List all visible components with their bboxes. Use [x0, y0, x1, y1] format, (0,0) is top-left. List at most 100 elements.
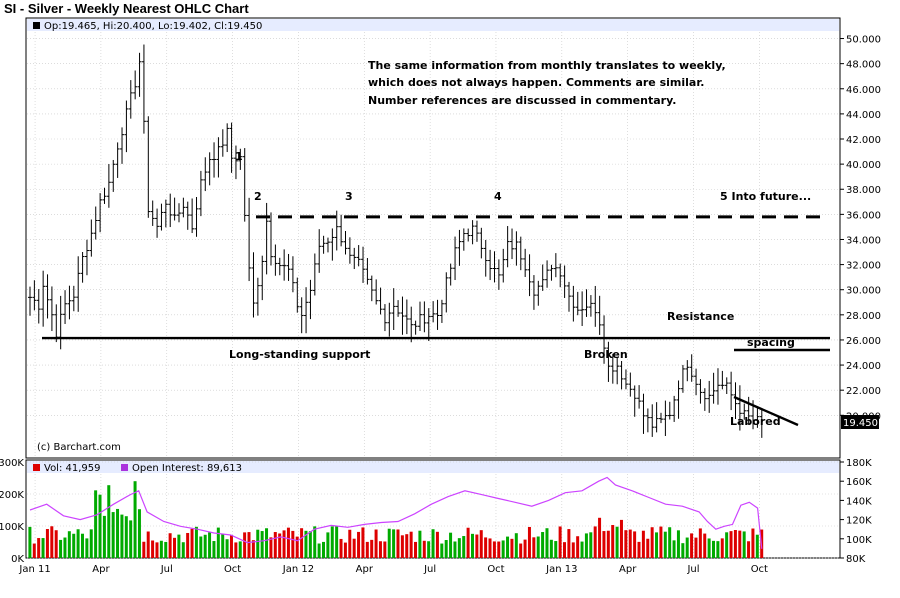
volume-bar [541, 532, 545, 558]
volume-bar [567, 529, 571, 558]
ohlc-bar [702, 388, 707, 411]
ohlc-bar [698, 379, 703, 404]
price-tick-label: 40.000 [846, 160, 881, 171]
price-tick-label: 30.000 [846, 286, 881, 297]
ohlc-bar [150, 200, 155, 226]
ohlc-bar [746, 396, 751, 425]
volume-bar [181, 542, 185, 558]
volume-bar [729, 531, 733, 558]
ohlc-bar [606, 341, 611, 382]
ohlc-bar [286, 253, 291, 281]
volume-bar [203, 534, 207, 558]
volume-bar [260, 531, 264, 558]
volume-bar [304, 530, 308, 558]
volume-bar [725, 532, 729, 558]
volume-bar [278, 533, 282, 558]
ohlc-bar [255, 277, 260, 316]
readout-marker [33, 22, 40, 29]
volume-bar [94, 490, 98, 558]
volume-bar [532, 537, 536, 558]
volume-tick-label: 300K [0, 458, 24, 469]
ohlc-bar [724, 377, 729, 395]
ohlc-bar [273, 244, 278, 276]
volume-bar [269, 537, 273, 558]
volume-bar [444, 540, 448, 558]
volume-bar [177, 534, 181, 558]
volume-bar [589, 532, 593, 558]
ohlc-bar [32, 280, 37, 311]
ohlc-bar [207, 152, 212, 186]
volume-bar [313, 526, 317, 558]
volume-bar [558, 526, 562, 558]
ohlc-bar [492, 251, 497, 283]
volume-bar [650, 527, 654, 558]
volume-bar [703, 533, 707, 558]
ohlc-bar [593, 285, 598, 327]
volume-bar [383, 541, 387, 558]
volume-bar [514, 533, 518, 558]
ohlc-bar [479, 227, 484, 259]
last-price-tag-bg [841, 415, 879, 429]
ohlc-bar [448, 263, 453, 286]
ohlc-bar [347, 237, 352, 264]
volume-bar [378, 541, 382, 558]
volume-bar [164, 541, 168, 558]
copyright: (c) Barchart.com [37, 442, 121, 453]
note-line-2: which does not always happen. Comments a… [368, 76, 704, 89]
ohlc-bar [93, 206, 98, 240]
volume-bar [593, 526, 597, 558]
volume-tick-label: 200K [0, 490, 24, 501]
ohlc-bar [181, 197, 186, 218]
volume-bar [67, 531, 71, 558]
volume-bar [317, 543, 321, 558]
ohlc-bar [523, 248, 528, 277]
volume-legend-swatch [33, 464, 40, 471]
volume-bar [85, 538, 89, 558]
vertical-gridlines [34, 32, 760, 457]
ohlc-bar [71, 285, 76, 312]
ohlc-bar [67, 285, 72, 320]
ohlc-readout: Op:19.465, Hi:20.400, Lo:19.402, Cl:19.4… [44, 21, 262, 32]
volume-bars [28, 481, 764, 558]
resistance-label: Resistance [667, 310, 734, 323]
ohlc-bar [28, 286, 32, 316]
ohlc-bar [41, 270, 46, 327]
volume-bar [510, 538, 514, 558]
volume-bar [563, 542, 567, 558]
price-tick-label: 34.000 [846, 235, 881, 246]
volume-bar [357, 531, 361, 558]
ohlc-bar [650, 404, 655, 437]
volume-bar [646, 538, 650, 558]
ohlc-bar [387, 302, 392, 337]
volume-bar [466, 527, 470, 558]
open-interest-line [29, 476, 763, 549]
volume-bar [751, 528, 755, 558]
volume-bar [124, 516, 128, 558]
ohlc-bar [378, 287, 383, 315]
volume-bar [59, 539, 63, 558]
price-tick-label: 28.000 [846, 311, 881, 322]
ohlc-bar [431, 301, 436, 323]
horizontal-gridlines [27, 38, 839, 416]
ohlc-bar [409, 306, 414, 343]
volume-bar [234, 542, 238, 558]
ohlc-bar [689, 354, 694, 382]
ohlc-bar [667, 401, 672, 420]
label-5: 5 Into future... [720, 190, 811, 203]
volume-bar [212, 541, 216, 558]
ohlc-bar [404, 299, 409, 335]
volume-bar [655, 532, 659, 558]
ohlc-bar [212, 142, 217, 178]
ohlc-bar [128, 80, 133, 119]
ohlc-bar [654, 402, 659, 433]
volume-bar [291, 530, 295, 558]
volume-bar [418, 530, 422, 558]
oi-tick-label: 100K [846, 535, 872, 546]
ohlc-bar [260, 255, 265, 301]
volume-bar [225, 539, 229, 558]
volume-bar [628, 529, 632, 558]
volume-bar [256, 529, 260, 558]
volume-bar [738, 530, 742, 558]
price-tick-label: 46.000 [846, 85, 881, 96]
ohlc-bar [299, 297, 304, 334]
